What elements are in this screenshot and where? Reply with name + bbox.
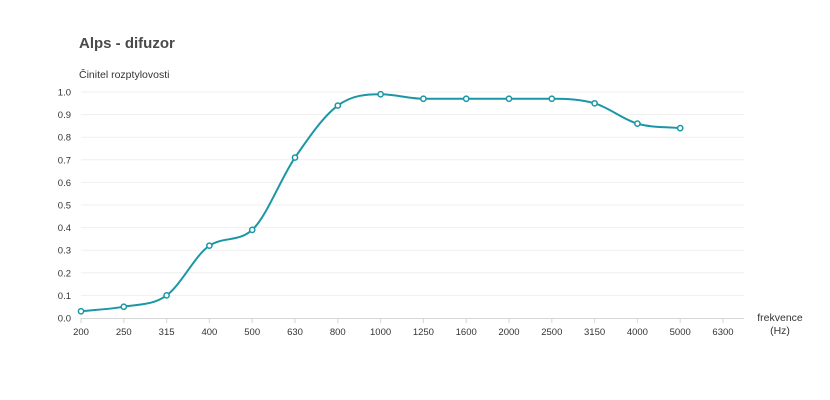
x-tick-label: 2500 <box>541 327 562 338</box>
x-tick-label: 1000 <box>370 327 391 338</box>
y-tick-label: 0.4 <box>58 223 71 234</box>
x-tick-label: 4000 <box>627 327 648 338</box>
x-tick-label: 5000 <box>670 327 691 338</box>
y-tick-label: 0.8 <box>58 133 71 144</box>
data-point <box>206 242 213 250</box>
data-point <box>591 99 598 107</box>
y-tick-label: 0.3 <box>58 246 71 257</box>
x-tick-label: 630 <box>287 327 303 338</box>
data-point <box>377 90 384 98</box>
x-tick-label: 3150 <box>584 327 605 338</box>
x-tick-label: 1250 <box>413 327 434 338</box>
y-axis-title: Činitel rozptylovosti <box>79 69 170 81</box>
data-point <box>548 95 556 103</box>
y-tick-label: 1.0 <box>58 88 71 99</box>
x-tick-label: 2000 <box>498 327 519 338</box>
data-point <box>505 95 513 103</box>
data-point <box>420 95 427 103</box>
x-tick-label: 200 <box>73 327 89 338</box>
y-tick-label: 0.6 <box>58 178 71 189</box>
x-tick-label: 800 <box>330 327 346 338</box>
data-point <box>120 303 128 311</box>
data-point <box>676 124 684 132</box>
data-point <box>334 102 342 109</box>
data-point <box>248 226 256 234</box>
data-point <box>462 95 470 103</box>
x-tick-label: 1600 <box>456 327 477 338</box>
x-tick-label: 500 <box>244 327 260 338</box>
data-point <box>634 120 641 127</box>
y-tick-label: 0.0 <box>58 314 71 325</box>
chart-title: Alps - difuzor <box>79 35 175 52</box>
y-tick-label: 0.5 <box>58 201 71 212</box>
y-tick-label: 0.9 <box>58 110 71 121</box>
x-tick-label: 250 <box>116 327 132 338</box>
data-point <box>291 154 299 161</box>
x-tick-label: 6300 <box>712 327 733 338</box>
y-tick-label: 0.1 <box>58 291 71 302</box>
data-point <box>77 307 85 315</box>
y-tick-label: 0.2 <box>58 268 71 279</box>
series-line <box>80 93 681 313</box>
x-tick-label: 315 <box>159 327 175 338</box>
data-point <box>163 292 170 299</box>
y-tick-label: 0.7 <box>58 155 71 166</box>
x-axis-title: frekvence (Hz) <box>757 312 803 337</box>
x-tick-label: 400 <box>201 327 217 338</box>
